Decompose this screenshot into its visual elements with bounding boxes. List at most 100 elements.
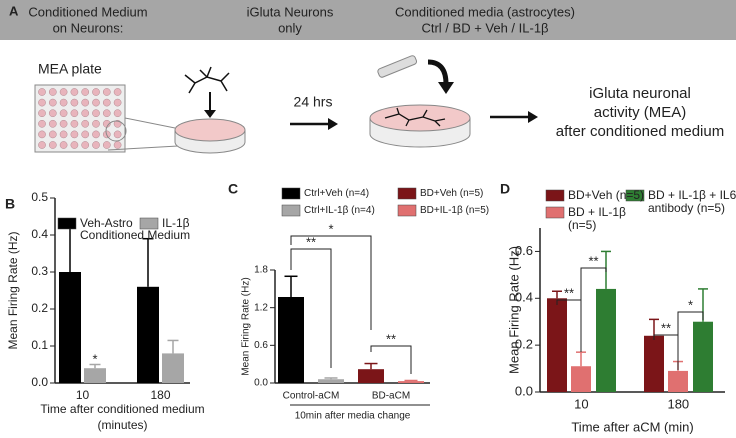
panel-label: C (228, 181, 238, 197)
bar (398, 381, 424, 383)
result-text: iGluta neuronal (589, 85, 691, 102)
result-text: after conditioned medium (556, 123, 724, 140)
bar (571, 366, 591, 392)
significance-label: * (92, 351, 97, 366)
error-bar (552, 290, 562, 299)
bar (693, 321, 713, 392)
significance-bracket (370, 345, 412, 374)
legend-swatch (397, 187, 417, 200)
legend-label: BD + IL-1β + IL6 antibody (n=5) (648, 188, 736, 215)
legend-title: Conditioned Medium (80, 228, 190, 242)
y-axis-title: Mean Firing Rate (Hz) (241, 277, 252, 375)
legend-label: BD+Veh (n=5) (568, 188, 645, 202)
plate-label: MEA plate (38, 61, 102, 77)
result-text: activity (MEA) (594, 104, 687, 121)
significance-label: ** (564, 285, 574, 300)
legend-swatch (397, 204, 417, 217)
y-tick-label: 0.6 (254, 340, 268, 351)
legend-label: BD+Veh (n=5) (420, 188, 484, 199)
legend-swatch (625, 189, 645, 202)
legend-label: Ctrl+Veh (n=4) (304, 188, 370, 199)
bar (59, 272, 81, 383)
header-text: iGluta Neurons (247, 4, 334, 19)
dish (174, 66, 246, 154)
significance-label: * (688, 297, 693, 312)
error-bar (364, 362, 378, 370)
significance-bracket (580, 267, 607, 345)
y-axis-title: Mean Firing Rate (Hz) (6, 231, 20, 349)
x-tick-label: 180 (667, 396, 689, 411)
error-bar (576, 351, 586, 367)
header-band (0, 0, 736, 40)
bar (84, 368, 106, 383)
y-tick-label: 0.5 (31, 190, 48, 204)
bar (162, 353, 184, 383)
y-tick-label: 0.6 (515, 243, 533, 258)
legend-label: IL-1β (162, 216, 190, 230)
significance-label: ** (386, 331, 396, 346)
y-tick-label: 0.0 (515, 383, 533, 398)
x-axis-title: Time after conditioned medium (40, 402, 204, 416)
bar (358, 369, 384, 383)
arrow (490, 111, 538, 123)
x-axis-title: (minutes) (97, 418, 147, 432)
bar (596, 288, 616, 392)
x-axis-title: 10min after media change (295, 411, 411, 422)
significance-label: ** (588, 253, 598, 268)
error-bar (404, 379, 418, 382)
legend-swatch (281, 204, 301, 217)
error-bar (64, 226, 76, 272)
legend-swatch (545, 189, 565, 202)
error-bar (89, 363, 101, 369)
error-bar (284, 275, 298, 297)
header-text: Conditioned media (astrocytes) (395, 4, 575, 19)
error-bar (324, 377, 338, 380)
legend-swatch (57, 217, 77, 230)
error-bar (167, 339, 179, 354)
panel-label: D (500, 181, 510, 197)
y-axis-title: Mean Firing Rate (Hz) (506, 246, 521, 374)
header-text: Ctrl / BD + Veh / IL-1β (421, 20, 548, 35)
header-text: Conditioned Medium (28, 4, 147, 19)
x-axis-title: Time after aCM (min) (571, 419, 693, 434)
y-tick-label: 0.2 (515, 337, 533, 352)
legend-label: BD+IL-1β (n=5) (420, 205, 490, 216)
x-tick-label: 10 (574, 396, 588, 411)
dish-treated (369, 55, 471, 148)
mea-plate (34, 84, 179, 153)
significance-bracket (677, 311, 704, 360)
legend-swatch (139, 217, 159, 230)
time-label: 24 hrs (294, 94, 333, 110)
bar (318, 379, 344, 383)
y-tick-label: 0.0 (254, 378, 268, 389)
x-tick-label: Control-aCM (283, 391, 340, 402)
bar (547, 298, 567, 392)
y-tick-label: 1.2 (254, 302, 268, 313)
y-tick-label: 0.4 (515, 290, 533, 305)
legend-label: BD + IL-1β (n=5) (568, 205, 626, 232)
significance-label: ** (661, 320, 671, 335)
header-text: on Neurons: (53, 20, 124, 35)
significance-bracket (290, 235, 372, 330)
y-tick-label: 0.4 (31, 227, 48, 241)
bar (668, 370, 688, 392)
panel-label: B (5, 196, 15, 212)
significance-label: ** (306, 234, 316, 249)
error-bar (649, 318, 659, 336)
x-tick-label: 180 (150, 388, 170, 402)
x-tick-label: BD-aCM (372, 391, 410, 402)
header-text: only (278, 20, 302, 35)
y-tick-label: 0.0 (31, 375, 48, 389)
arrow (290, 118, 338, 130)
legend-swatch (281, 187, 301, 200)
error-bar (142, 237, 154, 287)
legend-label: Veh-Astro (80, 216, 133, 230)
panel-label: A (9, 3, 19, 18)
bar (278, 296, 304, 383)
y-tick-label: 0.3 (31, 264, 48, 278)
legend-label: Ctrl+IL-1β (n=4) (304, 205, 375, 216)
significance-label: * (328, 221, 333, 236)
bar (137, 286, 159, 383)
